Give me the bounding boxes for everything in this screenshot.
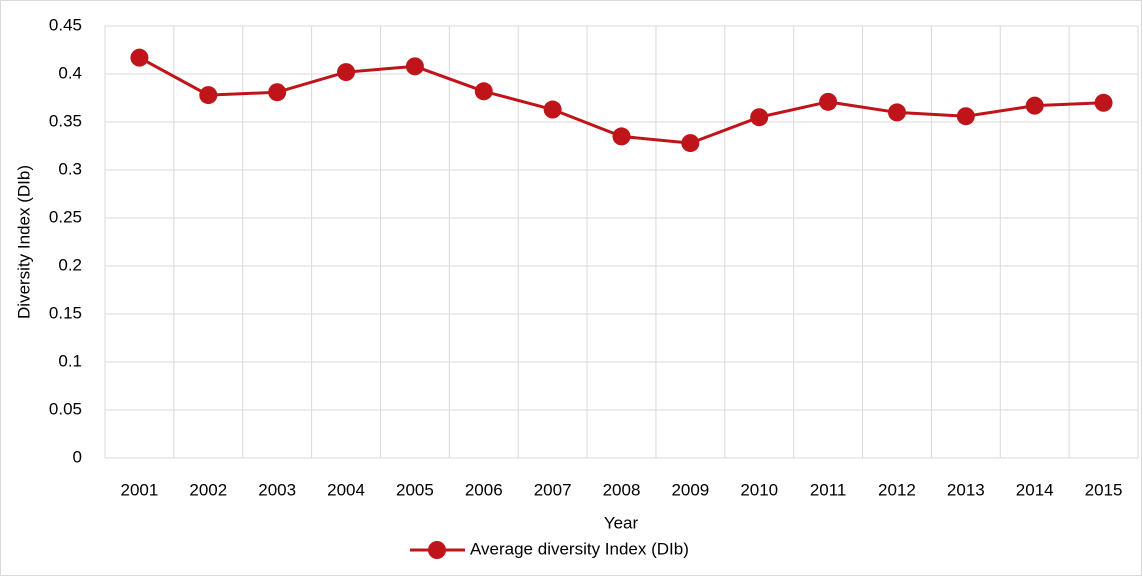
x-tick-label: 2003 <box>258 480 296 499</box>
y-tick-label: 0.05 <box>49 399 82 418</box>
x-tick-label: 2002 <box>189 480 227 499</box>
x-tick-label: 2007 <box>534 480 572 499</box>
data-point <box>337 63 356 82</box>
x-tick-label: 2005 <box>396 480 434 499</box>
data-point <box>130 48 149 67</box>
x-tick-label: 2008 <box>603 480 641 499</box>
y-tick-label: 0.25 <box>49 207 82 226</box>
y-tick-label: 0.1 <box>58 351 82 370</box>
data-point <box>543 100 562 119</box>
y-tick-label: 0.4 <box>58 63 82 82</box>
data-point <box>887 103 906 122</box>
data-point <box>268 83 287 102</box>
data-point <box>405 57 424 76</box>
data-point <box>750 108 769 127</box>
x-axis-label: Year <box>604 513 639 532</box>
x-tick-label: 2010 <box>740 480 778 499</box>
data-point <box>819 92 838 111</box>
y-axis-label: Diversity Index (DIb) <box>14 165 33 319</box>
y-tick-label: 0 <box>73 447 82 466</box>
data-point <box>199 86 218 105</box>
data-point <box>1025 96 1044 115</box>
x-tick-label: 2012 <box>878 480 916 499</box>
x-tick-label: 2001 <box>121 480 159 499</box>
x-tick-label: 2013 <box>947 480 985 499</box>
y-tick-label: 0.45 <box>49 15 82 34</box>
legend-label: Average diversity Index (DIb) <box>470 539 689 558</box>
y-tick-label: 0.2 <box>58 255 82 274</box>
x-tick-label: 2009 <box>671 480 709 499</box>
data-point <box>681 134 700 153</box>
y-tick-label: 0.15 <box>49 303 82 322</box>
x-tick-label: 2006 <box>465 480 503 499</box>
y-tick-label: 0.35 <box>49 111 82 130</box>
data-point <box>612 127 631 146</box>
y-tick-label: 0.3 <box>58 159 82 178</box>
x-tick-label: 2004 <box>327 480 365 499</box>
data-point <box>474 82 493 101</box>
data-point <box>1094 93 1113 112</box>
x-tick-label: 2014 <box>1016 480 1054 499</box>
data-point <box>956 107 975 126</box>
legend-marker <box>428 541 446 559</box>
x-tick-label: 2011 <box>810 480 847 499</box>
x-tick-label: 2015 <box>1085 480 1123 499</box>
